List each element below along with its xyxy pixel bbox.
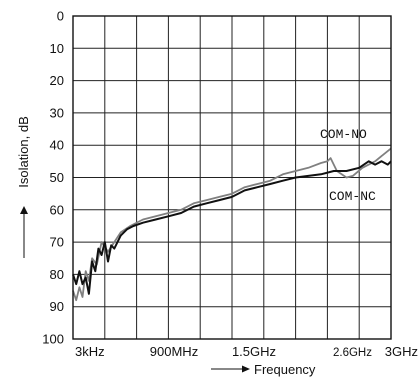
chart-grid xyxy=(73,16,391,339)
y-tick-label: 40 xyxy=(50,138,64,153)
plot-area-frame xyxy=(72,15,392,340)
x-axis-ticks: 3kHz 900MHz 1.5GHz 2.6GHz 3GHz xyxy=(75,344,418,359)
y-tick-label: 70 xyxy=(50,235,64,250)
y-axis-label: Isolation, dB xyxy=(16,116,31,188)
x-tick-label: 2.6GHz xyxy=(333,347,372,359)
y-axis-arrow-head xyxy=(20,206,28,214)
series-label-com-nc: COM-NC xyxy=(329,189,376,204)
series-line-com-nc xyxy=(72,160,392,295)
x-tick-label: 3kHz xyxy=(75,344,105,359)
y-tick-label: 60 xyxy=(50,202,64,217)
y-tick-label: 10 xyxy=(50,41,64,56)
series-label-com-no: COM-NO xyxy=(320,127,367,142)
y-tick-label: 100 xyxy=(42,332,64,347)
y-tick-label: 50 xyxy=(50,170,64,185)
y-axis-ticks: 0 10 20 30 40 50 60 70 80 90 100 xyxy=(42,9,64,347)
x-tick-label: 3GHz xyxy=(385,344,418,359)
x-tick-label: 1.5GHz xyxy=(232,344,276,359)
y-tick-label: 90 xyxy=(50,299,64,314)
y-axis-title: Isolation, dB xyxy=(16,116,31,258)
x-tick-label: 900MHz xyxy=(150,344,198,359)
y-tick-label: 20 xyxy=(50,73,64,88)
y-tick-label: 80 xyxy=(50,267,64,282)
series-layer xyxy=(72,147,392,302)
y-tick-label: 30 xyxy=(50,105,64,120)
y-tick-label: 0 xyxy=(57,9,64,24)
x-axis-title: Frequency xyxy=(211,362,316,377)
x-axis-label: Frequency xyxy=(254,362,316,377)
x-axis-arrow-head xyxy=(242,365,250,373)
